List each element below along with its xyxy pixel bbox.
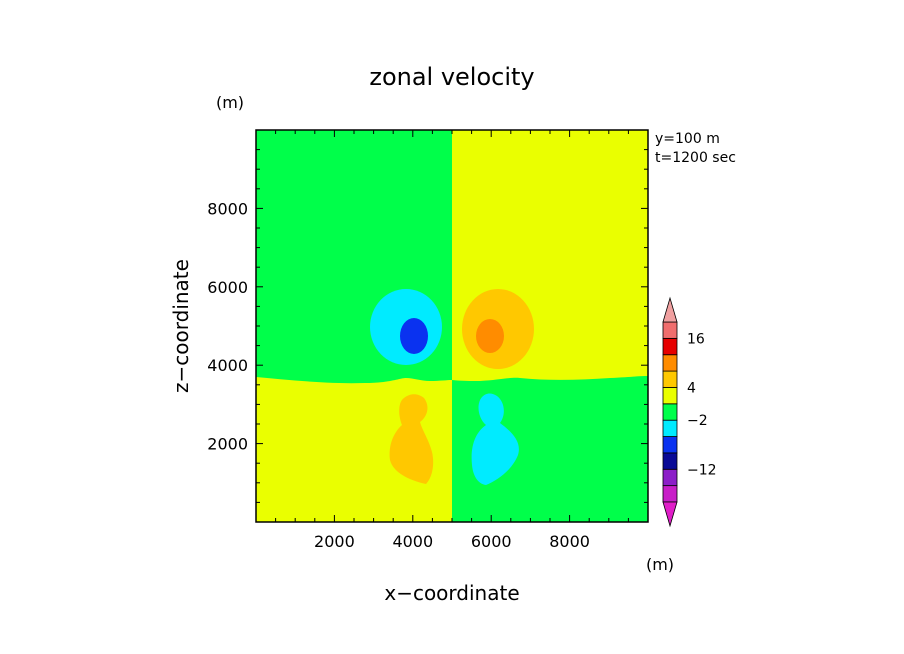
- x-tick-label: 8000: [549, 532, 590, 551]
- colorbar-label: 4: [687, 380, 696, 396]
- y-tick-label: 4000: [207, 356, 248, 375]
- colorbar-arrow-bottom: [662, 501, 678, 528]
- region-lower-left-blob: [389, 394, 434, 484]
- colorbar-swatch: [662, 403, 678, 421]
- x-axis-unit: (m): [646, 555, 674, 574]
- colorbar-labels: 16 4 −2 −12: [687, 331, 717, 478]
- colorbar-swatch: [662, 387, 678, 405]
- colorbar: [662, 296, 678, 528]
- colorbar-swatch: [662, 436, 678, 454]
- region-pos-vortex-core: [476, 319, 504, 353]
- region-neg-vortex-core: [400, 318, 428, 354]
- x-tick-labels: 2000 4000 6000 8000: [314, 532, 590, 551]
- colorbar-swatch: [662, 485, 678, 503]
- y-axis-ticks: [256, 149, 648, 503]
- x-axis-ticks: [275, 130, 629, 522]
- x-tick-label: 4000: [392, 532, 433, 551]
- plot-area: [256, 130, 648, 522]
- x-tick-label: 2000: [314, 532, 355, 551]
- colorbar-swatch: [662, 419, 678, 437]
- annotation-t: t=1200 sec: [655, 150, 736, 166]
- y-axis-unit: (m): [216, 93, 244, 112]
- colorbar-swatch: [662, 370, 678, 388]
- colorbar-arrow-top: [662, 296, 678, 323]
- region-lower-right-blob: [471, 393, 519, 485]
- x-tick-label: 6000: [471, 532, 512, 551]
- y-axis-label: z−coordinate: [169, 259, 193, 393]
- colorbar-label: −12: [687, 462, 717, 478]
- x-axis-label: x−coordinate: [384, 581, 519, 605]
- colorbar-swatch: [662, 321, 678, 339]
- colorbar-swatch: [662, 354, 678, 372]
- annotation-y: y=100 m: [655, 131, 720, 147]
- colorbar-label: −2: [687, 413, 708, 429]
- colorbar-swatch: [662, 452, 678, 470]
- colorbar-label: 16: [687, 331, 705, 347]
- colorbar-swatch: [662, 337, 678, 356]
- y-tick-label: 6000: [207, 278, 248, 297]
- chart-title: zonal velocity: [369, 63, 534, 91]
- y-tick-labels: 2000 4000 6000 8000: [207, 199, 248, 453]
- y-tick-label: 2000: [207, 435, 248, 454]
- colorbar-swatch: [662, 468, 678, 487]
- y-tick-label: 8000: [207, 199, 248, 218]
